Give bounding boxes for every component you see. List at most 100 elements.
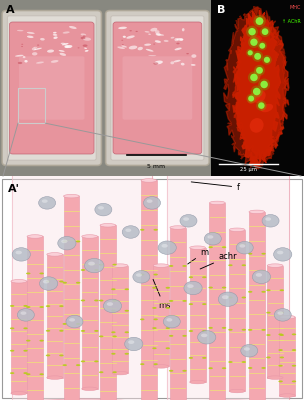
Ellipse shape [40, 272, 44, 274]
Ellipse shape [16, 251, 22, 254]
Text: MHC: MHC [290, 5, 301, 10]
FancyBboxPatch shape [105, 10, 209, 166]
Ellipse shape [69, 318, 75, 322]
Ellipse shape [154, 363, 158, 365]
Ellipse shape [292, 380, 296, 382]
Ellipse shape [278, 380, 283, 382]
Text: 25 μm: 25 μm [240, 168, 257, 172]
Ellipse shape [117, 46, 125, 49]
Point [249, 95, 254, 102]
Point [262, 81, 267, 88]
Ellipse shape [103, 299, 122, 313]
Ellipse shape [112, 264, 128, 267]
Ellipse shape [128, 340, 134, 344]
Bar [18, 88, 45, 123]
Ellipse shape [63, 32, 70, 34]
Ellipse shape [63, 323, 67, 325]
FancyBboxPatch shape [9, 22, 94, 154]
Ellipse shape [125, 337, 143, 351]
Ellipse shape [85, 258, 104, 273]
Ellipse shape [21, 46, 23, 47]
Ellipse shape [40, 306, 44, 308]
FancyBboxPatch shape [2, 10, 102, 166]
Bar [100, 225, 116, 400]
Ellipse shape [59, 330, 64, 332]
Ellipse shape [118, 27, 127, 29]
Ellipse shape [189, 276, 193, 278]
Ellipse shape [24, 60, 28, 62]
Point [263, 28, 268, 35]
Ellipse shape [266, 356, 271, 358]
Ellipse shape [148, 34, 151, 35]
Ellipse shape [23, 350, 28, 352]
Ellipse shape [34, 48, 42, 50]
Ellipse shape [152, 347, 157, 349]
Ellipse shape [76, 282, 80, 284]
Ellipse shape [147, 199, 153, 203]
Ellipse shape [59, 305, 64, 307]
Ellipse shape [152, 327, 157, 329]
Ellipse shape [209, 286, 213, 288]
Point [263, 28, 268, 35]
Ellipse shape [182, 300, 187, 302]
Ellipse shape [242, 296, 246, 298]
Point [248, 50, 253, 56]
Text: A': A' [8, 184, 19, 194]
Point [262, 81, 267, 88]
Bar [167, 165, 289, 400]
Ellipse shape [59, 354, 64, 356]
Ellipse shape [158, 241, 176, 254]
Ellipse shape [23, 372, 28, 374]
Ellipse shape [171, 37, 174, 39]
Ellipse shape [66, 315, 83, 328]
Ellipse shape [261, 104, 273, 112]
Ellipse shape [292, 334, 296, 335]
Bar [170, 228, 186, 400]
Ellipse shape [46, 305, 50, 307]
Point [249, 95, 254, 102]
Ellipse shape [40, 373, 44, 375]
Ellipse shape [141, 179, 157, 182]
Ellipse shape [136, 273, 142, 277]
Ellipse shape [81, 269, 85, 271]
Point [250, 28, 254, 35]
Ellipse shape [15, 55, 24, 57]
Ellipse shape [209, 367, 213, 369]
FancyBboxPatch shape [7, 16, 96, 160]
Ellipse shape [82, 235, 98, 238]
Ellipse shape [261, 367, 266, 369]
Ellipse shape [280, 289, 284, 291]
Ellipse shape [191, 54, 196, 58]
Ellipse shape [154, 274, 158, 276]
Ellipse shape [94, 360, 98, 362]
Ellipse shape [181, 63, 185, 66]
Bar [141, 180, 157, 400]
Ellipse shape [279, 394, 295, 397]
Bar [190, 248, 206, 382]
Ellipse shape [111, 353, 116, 355]
Ellipse shape [163, 315, 180, 328]
Ellipse shape [152, 307, 157, 309]
Ellipse shape [180, 214, 197, 227]
Ellipse shape [182, 335, 187, 337]
Ellipse shape [154, 318, 158, 320]
Ellipse shape [81, 330, 85, 332]
Ellipse shape [59, 50, 65, 52]
Point [264, 57, 269, 63]
Ellipse shape [157, 34, 164, 36]
Ellipse shape [183, 217, 189, 221]
Ellipse shape [81, 300, 85, 302]
Ellipse shape [261, 329, 266, 331]
Ellipse shape [222, 246, 226, 248]
Ellipse shape [155, 30, 160, 34]
Point [251, 39, 256, 46]
Bar [27, 236, 43, 400]
Ellipse shape [10, 372, 14, 374]
Bar [11, 281, 27, 393]
Ellipse shape [27, 36, 33, 38]
Point [251, 74, 256, 81]
Ellipse shape [64, 194, 79, 198]
Ellipse shape [47, 376, 63, 379]
Ellipse shape [229, 228, 245, 232]
Ellipse shape [111, 331, 116, 333]
